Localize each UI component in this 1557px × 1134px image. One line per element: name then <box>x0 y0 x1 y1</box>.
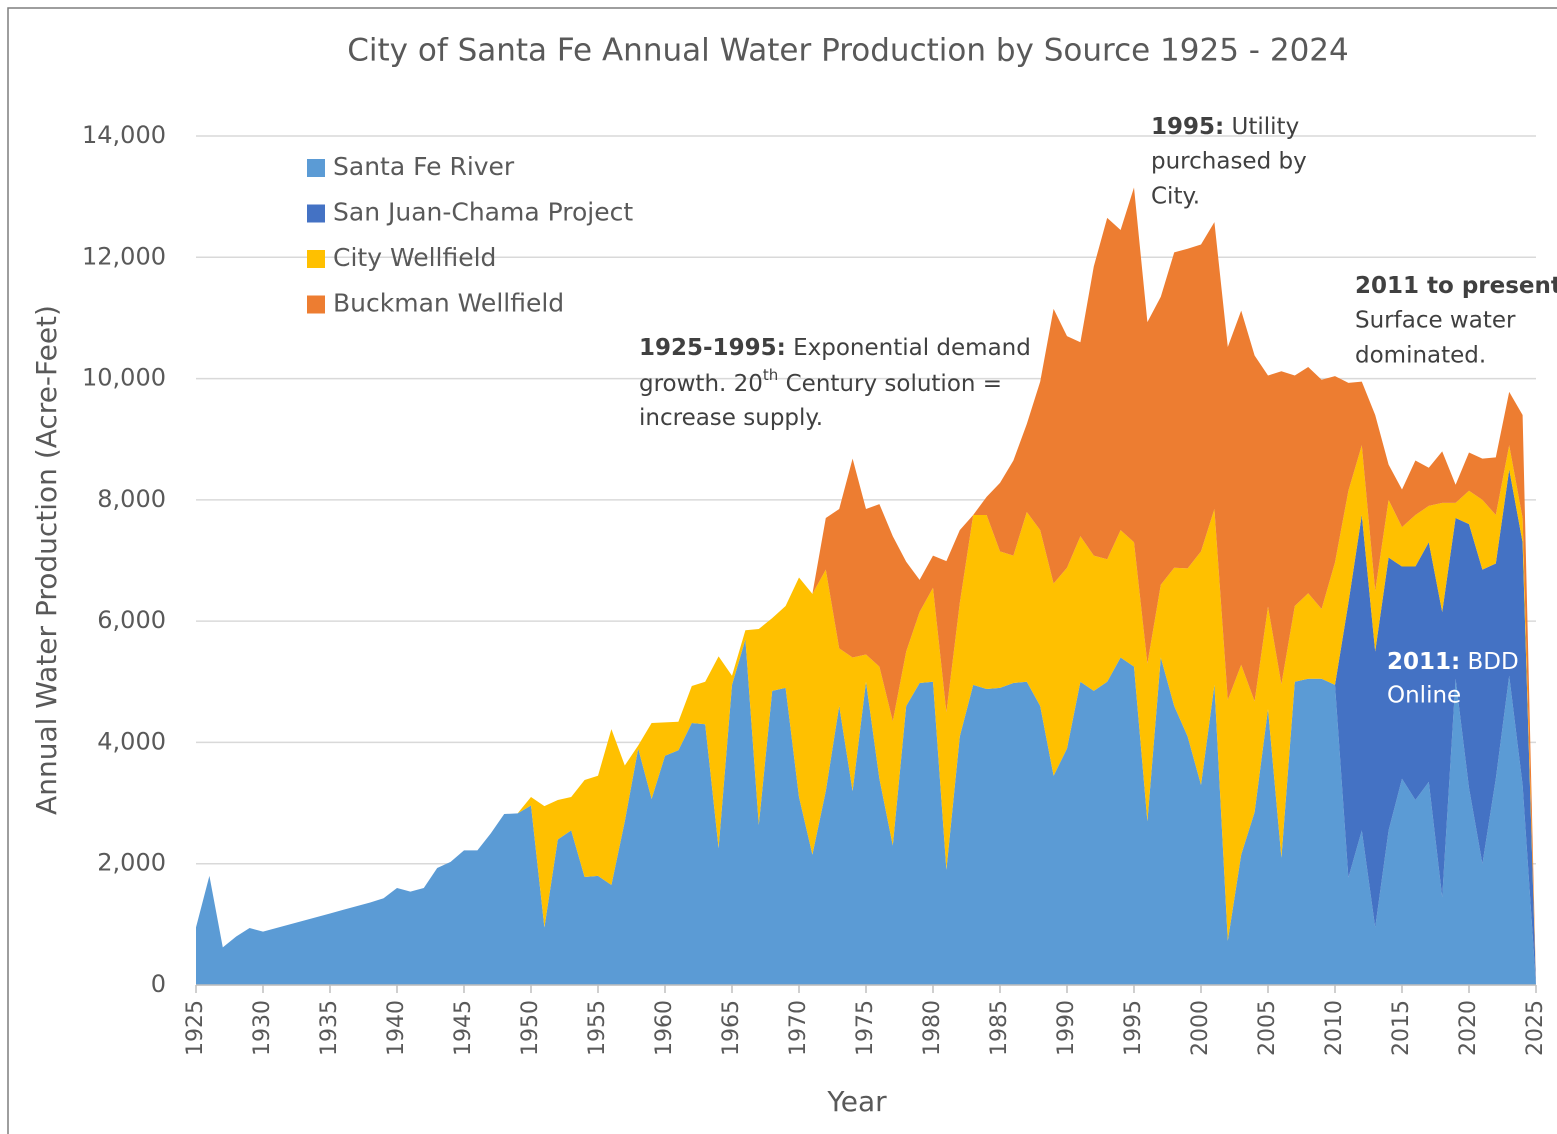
y-tick-label: 6,000 <box>97 606 166 634</box>
y-tick-label: 12,000 <box>82 242 166 270</box>
x-tick-label: 2025 <box>1523 1000 1548 1056</box>
legend-swatch <box>307 159 325 177</box>
x-axis-label: Year <box>826 1085 887 1118</box>
annotation: 1995: Utility <box>1151 114 1299 140</box>
x-tick-label: 1935 <box>317 1000 342 1056</box>
legend-label: Buckman Wellfield <box>333 289 564 318</box>
x-tick-label: 2020 <box>1456 1000 1481 1056</box>
y-tick-label: 2,000 <box>97 849 166 877</box>
annotation-text: purchased by <box>1151 149 1307 175</box>
y-tick-label: 0 <box>151 970 166 998</box>
x-tick-label: 1990 <box>1054 1000 1079 1056</box>
annotation-text: dominated. <box>1355 343 1486 369</box>
annotation-bold: 2011: <box>1387 649 1460 675</box>
x-tick-label: 1970 <box>786 1000 811 1056</box>
x-tick-label: 2015 <box>1389 1000 1414 1056</box>
x-tick-label: 1965 <box>719 1000 744 1056</box>
x-tick-label: 1985 <box>987 1000 1012 1056</box>
annotation-text: increase supply. <box>639 405 823 431</box>
annotation-superscript: th <box>763 366 778 384</box>
legend-label: San Juan-Chama Project <box>333 198 633 227</box>
x-tick-label: 1980 <box>920 1000 945 1056</box>
axes: 0 2,000 4,000 6,000 8,000 10,000 12,000 14,000 1… <box>82 121 1548 1056</box>
x-tick-label: 1960 <box>652 1000 677 1056</box>
annotation-text: City. <box>1151 184 1200 210</box>
chart-title: City of Santa Fe Annual Water Production… <box>347 33 1349 69</box>
x-tick-label: 1950 <box>518 1000 543 1056</box>
area <box>196 639 1536 985</box>
x-tick-label: 1930 <box>250 1000 275 1056</box>
legend-label: Santa Fe River <box>333 152 515 181</box>
annotation-text: BDD <box>1460 649 1519 675</box>
y-tick-label: 14,000 <box>82 121 166 149</box>
legend-swatch <box>307 250 325 268</box>
areas <box>196 187 1536 986</box>
annotation-text: Century solution = <box>778 371 1002 397</box>
annotation: 2011: BDD <box>1387 649 1519 675</box>
annotation-bold: 1925-1995: <box>639 335 786 361</box>
x-tick-label: 1995 <box>1121 1000 1146 1056</box>
x-tick-label: 1925 <box>183 1000 208 1056</box>
legend: Santa Fe River San Juan-Chama Project City… <box>307 152 633 318</box>
frame <box>7 7 1557 1134</box>
annotation: 2011 to present: <box>1355 273 1557 299</box>
annotation-text: Surface water <box>1355 308 1516 334</box>
area <box>196 187 1536 986</box>
x-tick-label: 2000 <box>1188 1000 1213 1056</box>
x-tick-label: 2005 <box>1255 1000 1280 1056</box>
y-axis-label: Annual Water Production (Acre-Feet) <box>30 305 63 815</box>
legend-swatch <box>307 295 325 314</box>
legend-label: City Wellfield <box>333 243 496 272</box>
annotation-text: Exponential demand <box>786 335 1031 361</box>
x-tick-label: 2010 <box>1322 1000 1347 1056</box>
annotation-text: Online <box>1387 683 1461 709</box>
annotation: increase supply. <box>639 405 823 431</box>
y-tick-label: 8,000 <box>97 485 166 513</box>
annotation-text: growth. 20 <box>639 371 763 397</box>
area <box>196 445 1536 985</box>
x-tick-label: 1955 <box>585 1000 610 1056</box>
annotation-bold: 2011 to present: <box>1355 273 1557 299</box>
annotation-text: Utility <box>1224 114 1299 140</box>
legend-swatch <box>307 204 325 223</box>
annotation: growth. 20th Century solution = <box>639 366 1002 397</box>
annotation-bold: 1995: <box>1151 114 1224 140</box>
x-tick-label: 1940 <box>384 1000 409 1056</box>
y-tick-label: 4,000 <box>97 727 166 755</box>
annotation: 1925-1995: Exponential demand <box>639 335 1031 361</box>
y-tick-label: 10,000 <box>82 364 166 392</box>
x-tick-label: 1975 <box>853 1000 878 1056</box>
x-tick-label: 1945 <box>451 1000 476 1056</box>
